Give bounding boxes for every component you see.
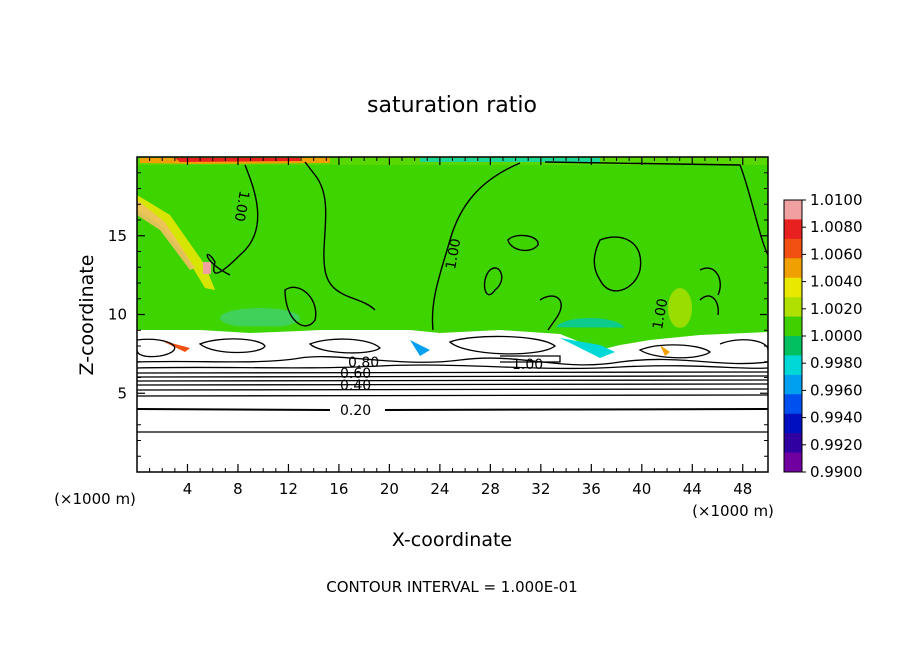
contour-label: 1.00	[650, 297, 671, 330]
colorbar: 1.0100 1.0080 1.0060 1.0040 1.0020 1.0000 0.99…	[783, 191, 863, 481]
cyan-blotch	[220, 308, 300, 328]
colorbar-label: 1.0100	[810, 191, 863, 209]
orange-fringe	[160, 340, 190, 352]
colorbar-label: 0.9920	[810, 436, 863, 454]
x-tick-label: 36	[582, 480, 601, 498]
x-tick-label: 48	[733, 480, 752, 498]
colorbar-swatch	[784, 258, 802, 279]
chart-title: saturation ratio	[367, 93, 537, 118]
colorbar-label: 1.0040	[810, 273, 863, 291]
colorbar-swatch	[784, 219, 802, 240]
contour-label: 1.00	[443, 237, 464, 270]
y-tick-label: 10	[108, 306, 127, 324]
x-tick-label: 8	[233, 480, 243, 498]
colorbar-label: 1.0020	[810, 300, 863, 318]
colorbar-swatch	[784, 433, 802, 454]
colorbar-swatch	[784, 277, 802, 298]
contour-label: 1.00	[231, 189, 252, 222]
y-tick-label: 15	[108, 227, 127, 245]
colorbar-label: 1.0080	[810, 218, 863, 236]
x-tick-label: 40	[632, 480, 651, 498]
contour-lines-lower	[136, 335, 769, 433]
cloud-base-fringe	[137, 326, 768, 350]
colorbar-swatch	[784, 394, 802, 415]
contour-label: 0.60	[340, 366, 371, 382]
x-axis-ticks: 4 8 12 16 20 24 28 32 36 40 44 48	[149, 157, 756, 498]
colorbar-label: 1.0060	[810, 245, 863, 263]
top-cyan-band	[420, 158, 600, 162]
contour-label: 0.20	[340, 403, 371, 419]
contour-labels: 1.00 1.00 1.00 1.00 0.80 0.60 0.40 0.20	[231, 189, 672, 419]
x-tick-label: 20	[380, 480, 399, 498]
orange-fringe	[660, 345, 670, 356]
x-tick-label: 12	[279, 480, 298, 498]
contour-label: 0.40	[340, 378, 371, 394]
orange-streak	[137, 200, 195, 270]
y-axis-label: Z-coordinate	[76, 255, 98, 376]
x-tick-label: 44	[683, 480, 702, 498]
x-unit-left: (×1000 m)	[54, 490, 136, 508]
colorbar-swatch	[784, 355, 802, 376]
colorbar-label: 0.9900	[810, 463, 863, 481]
cyan-fringe	[560, 338, 615, 358]
y-axis-ticks: 5 10 15	[108, 172, 768, 457]
supersaturated-region	[137, 157, 768, 332]
pink-spot	[203, 262, 211, 274]
colorbar-label: 0.9980	[810, 354, 863, 372]
x-axis-label: X-coordinate	[392, 529, 512, 551]
colorbar-swatch	[784, 452, 802, 473]
subsaturated-region	[137, 330, 768, 472]
blue-fringe	[410, 340, 430, 356]
contour-lines-upper	[206, 161, 769, 331]
x-unit-right: (×1000 m)	[692, 502, 774, 520]
x-tick-label: 24	[430, 480, 449, 498]
colorbar-swatch	[784, 374, 802, 395]
plot-field	[136, 157, 769, 472]
colorbar-swatch	[784, 200, 802, 220]
contour-label: 1.00	[512, 357, 543, 373]
colorbar-label: 0.9940	[810, 409, 863, 427]
y-tick-label: 5	[117, 384, 127, 402]
colorbar-label: 0.9960	[810, 381, 863, 399]
colorbar-label: 1.0000	[810, 327, 863, 345]
x-tick-label: 28	[481, 480, 500, 498]
x-tick-label: 16	[329, 480, 348, 498]
colorbar-swatch	[784, 336, 802, 356]
colorbar-swatch	[784, 316, 802, 337]
colorbar-swatch	[784, 413, 802, 434]
x-tick-label: 32	[531, 480, 550, 498]
contour-label: 0.80	[348, 355, 379, 371]
contour-interval-note: CONTOUR INTERVAL = 1.000E-01	[326, 578, 577, 596]
colorbar-swatch	[784, 238, 802, 259]
x-tick-label: 4	[183, 480, 193, 498]
colorbar-swatch	[784, 297, 802, 318]
yellow-blotch	[668, 288, 692, 328]
